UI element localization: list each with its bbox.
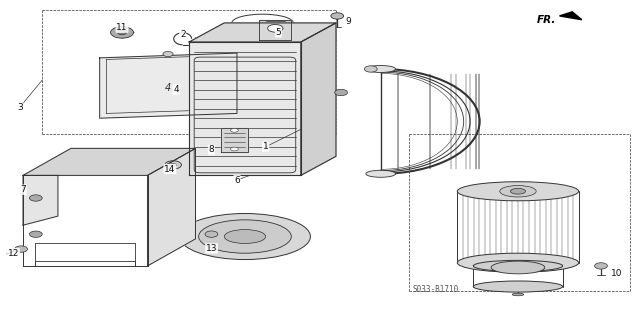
Ellipse shape: [366, 65, 396, 72]
Text: S033-B1710: S033-B1710: [413, 285, 459, 293]
Text: 1: 1: [263, 142, 269, 151]
Ellipse shape: [491, 261, 545, 274]
Circle shape: [331, 13, 344, 19]
Text: 8: 8: [209, 145, 214, 154]
Text: 9: 9: [346, 17, 351, 26]
Circle shape: [118, 30, 127, 35]
Polygon shape: [23, 175, 58, 225]
Text: 4: 4: [173, 85, 179, 94]
Text: 7: 7: [20, 185, 26, 194]
Circle shape: [111, 27, 134, 38]
Polygon shape: [100, 53, 237, 118]
Circle shape: [29, 195, 42, 201]
Circle shape: [163, 51, 173, 56]
Text: 10: 10: [611, 269, 623, 278]
Polygon shape: [221, 128, 248, 152]
Ellipse shape: [473, 281, 563, 292]
Polygon shape: [189, 42, 301, 175]
Ellipse shape: [458, 182, 579, 201]
Text: 12: 12: [8, 249, 19, 258]
Ellipse shape: [224, 230, 266, 243]
Circle shape: [15, 246, 28, 252]
Text: 13: 13: [205, 244, 217, 253]
Polygon shape: [189, 23, 336, 42]
Text: 3: 3: [17, 103, 23, 112]
Text: 4: 4: [165, 83, 171, 93]
Text: 6: 6: [234, 176, 240, 185]
Circle shape: [230, 128, 238, 132]
Text: FR.: FR.: [537, 15, 556, 25]
Ellipse shape: [512, 293, 524, 296]
Circle shape: [364, 66, 377, 72]
Circle shape: [595, 263, 607, 269]
Polygon shape: [259, 20, 291, 41]
Ellipse shape: [510, 189, 525, 194]
Ellipse shape: [198, 220, 291, 253]
Polygon shape: [301, 23, 336, 175]
Text: 2: 2: [180, 30, 186, 39]
Circle shape: [170, 163, 176, 167]
Circle shape: [230, 147, 238, 151]
Polygon shape: [148, 148, 195, 266]
Text: 14: 14: [164, 165, 175, 174]
Circle shape: [268, 25, 283, 32]
Polygon shape: [23, 148, 195, 175]
Ellipse shape: [500, 186, 536, 197]
Text: 5: 5: [276, 28, 282, 37]
Circle shape: [335, 89, 348, 96]
Circle shape: [29, 231, 42, 237]
Ellipse shape: [458, 253, 579, 272]
Polygon shape: [559, 12, 582, 20]
Ellipse shape: [366, 170, 396, 177]
Circle shape: [165, 161, 181, 169]
Ellipse shape: [473, 260, 563, 271]
Ellipse shape: [179, 213, 310, 260]
Text: 11: 11: [116, 23, 128, 32]
Circle shape: [205, 231, 218, 237]
